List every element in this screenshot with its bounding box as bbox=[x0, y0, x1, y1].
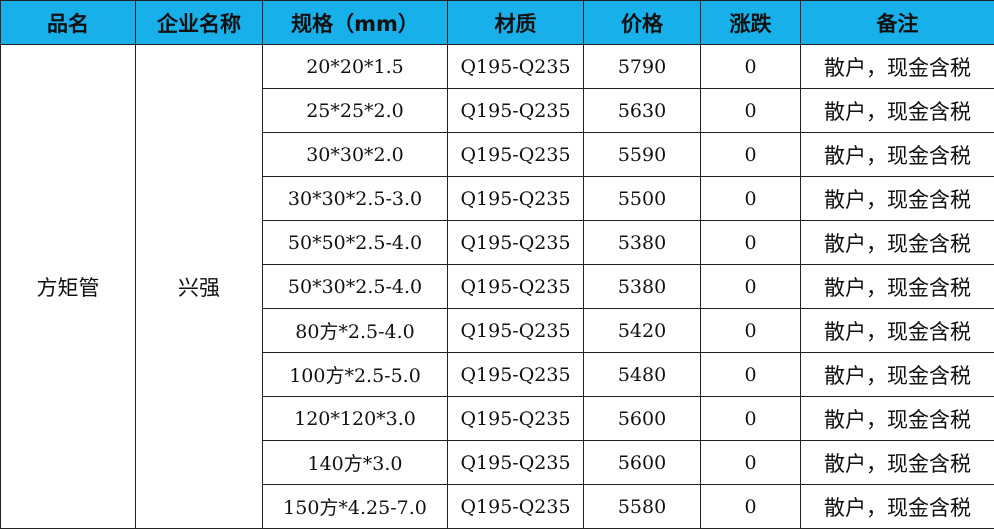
change-cell: 0 bbox=[700, 484, 801, 529]
change-cell: 0 bbox=[700, 220, 801, 265]
column-header: 涨跌 bbox=[700, 0, 801, 45]
change-cell: 0 bbox=[700, 44, 801, 89]
column-header: 价格 bbox=[583, 0, 701, 45]
change-cell: 0 bbox=[700, 132, 801, 177]
spec-cell: 150方*4.25-7.0 bbox=[262, 484, 448, 529]
material-cell: Q195-Q235 bbox=[447, 44, 584, 89]
price-cell: 5420 bbox=[583, 308, 701, 353]
table-row: 30*30*2.5-3.0 Q195-Q235 5500 0 散户，现金含税 bbox=[1, 176, 994, 221]
column-header: 规格（mm） bbox=[262, 0, 448, 45]
spec-cell: 50*30*2.5-4.0 bbox=[262, 264, 448, 309]
note-cell: 散户，现金含税 bbox=[800, 88, 994, 133]
change-cell: 0 bbox=[700, 88, 801, 133]
change-cell: 0 bbox=[700, 264, 801, 309]
material-cell: Q195-Q235 bbox=[447, 220, 584, 265]
material-cell: Q195-Q235 bbox=[447, 88, 584, 133]
note-cell: 散户，现金含税 bbox=[800, 396, 994, 441]
column-header: 材质 bbox=[447, 0, 584, 45]
product-cell: 方矩管 bbox=[0, 44, 136, 529]
price-cell: 5480 bbox=[583, 352, 701, 397]
price-cell: 5500 bbox=[583, 176, 701, 221]
price-cell: 5380 bbox=[583, 220, 701, 265]
price-cell: 5590 bbox=[583, 132, 701, 177]
price-cell: 5580 bbox=[583, 484, 701, 529]
spec-cell: 120*120*3.0 bbox=[262, 396, 448, 441]
note-cell: 散户，现金含税 bbox=[800, 308, 994, 353]
material-cell: Q195-Q235 bbox=[447, 484, 584, 529]
spec-cell: 50*50*2.5-4.0 bbox=[262, 220, 448, 265]
spec-cell: 20*20*1.5 bbox=[262, 44, 448, 89]
header-row: 品名 企业名称 规格（mm） 材质 价格 涨跌 备注 bbox=[0, 0, 994, 45]
spec-cell: 30*30*2.0 bbox=[262, 132, 448, 177]
spec-cell: 100方*2.5-5.0 bbox=[262, 352, 448, 397]
change-cell: 0 bbox=[700, 440, 801, 485]
column-header: 备注 bbox=[800, 0, 994, 45]
note-cell: 散户，现金含税 bbox=[800, 352, 994, 397]
change-cell: 0 bbox=[700, 176, 801, 221]
company-cell: 兴强 bbox=[135, 44, 263, 529]
table-row: 150方*4.25-7.0 Q195-Q235 5580 0 散户，现金含税 bbox=[1, 484, 994, 529]
note-cell: 散户，现金含税 bbox=[800, 264, 994, 309]
price-cell: 5380 bbox=[583, 264, 701, 309]
material-cell: Q195-Q235 bbox=[447, 440, 584, 485]
material-cell: Q195-Q235 bbox=[447, 396, 584, 441]
note-cell: 散户，现金含税 bbox=[800, 440, 994, 485]
table-row: 50*30*2.5-4.0 Q195-Q235 5380 0 散户，现金含税 bbox=[1, 264, 994, 309]
table-row: 80方*2.5-4.0 Q195-Q235 5420 0 散户，现金含税 bbox=[1, 308, 994, 353]
change-cell: 0 bbox=[700, 396, 801, 441]
table-row: 100方*2.5-5.0 Q195-Q235 5480 0 散户，现金含税 bbox=[1, 352, 994, 397]
material-cell: Q195-Q235 bbox=[447, 132, 584, 177]
spec-cell: 25*25*2.0 bbox=[262, 88, 448, 133]
note-cell: 散户，现金含税 bbox=[800, 44, 994, 89]
price-cell: 5790 bbox=[583, 44, 701, 89]
material-cell: Q195-Q235 bbox=[447, 176, 584, 221]
column-header: 企业名称 bbox=[135, 0, 263, 45]
spec-cell: 140方*3.0 bbox=[262, 440, 448, 485]
table-row: 25*25*2.0 Q195-Q235 5630 0 散户，现金含税 bbox=[1, 88, 994, 133]
spec-cell: 80方*2.5-4.0 bbox=[262, 308, 448, 353]
note-cell: 散户，现金含税 bbox=[800, 220, 994, 265]
note-cell: 散户，现金含税 bbox=[800, 176, 994, 221]
material-cell: Q195-Q235 bbox=[447, 352, 584, 397]
change-cell: 0 bbox=[700, 352, 801, 397]
table-row: 方矩管 兴强 20*20*1.5 Q195-Q235 5790 0 散户，现金含税 bbox=[0, 44, 994, 529]
price-cell: 5600 bbox=[583, 396, 701, 441]
change-cell: 0 bbox=[700, 308, 801, 353]
spec-cell: 30*30*2.5-3.0 bbox=[262, 176, 448, 221]
price-cell: 5630 bbox=[583, 88, 701, 133]
material-cell: Q195-Q235 bbox=[447, 308, 584, 353]
note-cell: 散户，现金含税 bbox=[800, 132, 994, 177]
price-cell: 5600 bbox=[583, 440, 701, 485]
table-row: 30*30*2.0 Q195-Q235 5590 0 散户，现金含税 bbox=[1, 132, 994, 177]
table-row: 120*120*3.0 Q195-Q235 5600 0 散户，现金含税 bbox=[1, 396, 994, 441]
table-row: 140方*3.0 Q195-Q235 5600 0 散户，现金含税 bbox=[1, 440, 994, 485]
column-header: 品名 bbox=[0, 0, 136, 45]
note-cell: 散户，现金含税 bbox=[800, 484, 994, 529]
material-cell: Q195-Q235 bbox=[447, 264, 584, 309]
